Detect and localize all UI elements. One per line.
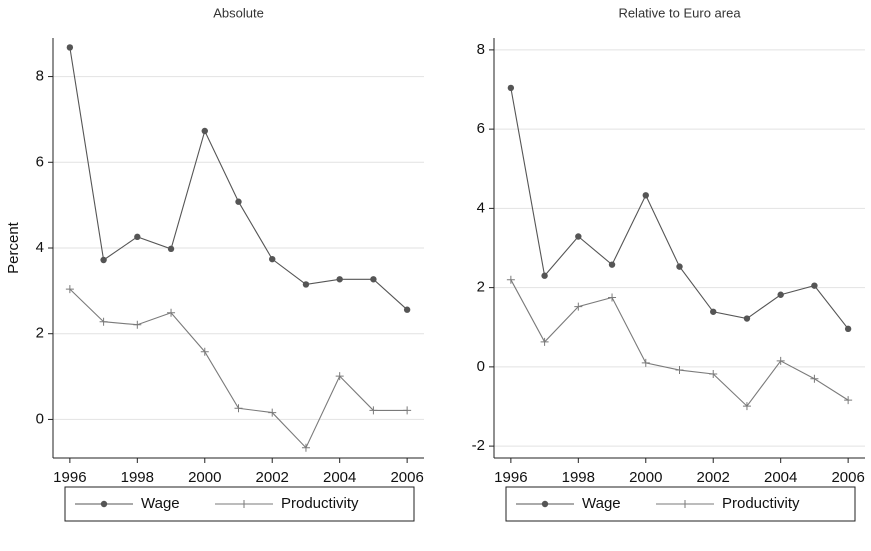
point xyxy=(370,276,377,283)
y-tick-label: 2 xyxy=(477,279,485,296)
point xyxy=(810,374,819,383)
legend-label: Productivity xyxy=(722,495,800,512)
x-tick-label: 2006 xyxy=(831,469,864,486)
legend-label: Productivity xyxy=(281,495,359,512)
point xyxy=(710,308,717,315)
point xyxy=(66,44,74,51)
point xyxy=(403,406,412,415)
point xyxy=(200,347,209,356)
point xyxy=(269,255,276,263)
legend-marker xyxy=(240,500,248,508)
point xyxy=(844,325,852,333)
x-tick-label: 1998 xyxy=(121,469,154,486)
point xyxy=(65,285,74,294)
x-tick-label: 2002 xyxy=(697,469,730,486)
point xyxy=(302,281,310,288)
point xyxy=(167,308,176,317)
legend-marker xyxy=(100,500,108,508)
y-tick-label: 8 xyxy=(477,41,485,58)
y-tick-label: 0 xyxy=(36,410,44,427)
point xyxy=(641,358,650,367)
point xyxy=(100,256,107,264)
x-tick-label: 2000 xyxy=(629,469,662,486)
point xyxy=(506,275,515,284)
point xyxy=(811,282,818,289)
point xyxy=(575,233,582,240)
point xyxy=(99,317,108,326)
point xyxy=(608,261,616,268)
series-line xyxy=(69,288,408,449)
point xyxy=(642,192,649,199)
point xyxy=(507,84,515,92)
y-tick-label: 4 xyxy=(36,239,44,256)
point xyxy=(335,372,344,381)
point xyxy=(742,402,751,411)
point xyxy=(403,306,411,313)
point xyxy=(369,406,378,415)
point xyxy=(134,233,141,241)
point xyxy=(743,315,751,322)
x-tick-label: 1996 xyxy=(494,469,527,486)
point xyxy=(336,276,343,283)
x-tick-label: 2000 xyxy=(188,469,221,486)
point xyxy=(234,404,243,413)
y-tick-label: 2 xyxy=(36,325,44,342)
x-tick-label: 2004 xyxy=(323,469,356,486)
series-line xyxy=(510,279,849,407)
x-tick-label: 2002 xyxy=(256,469,289,486)
x-tick-label: 2006 xyxy=(390,469,423,486)
point xyxy=(235,198,242,205)
chart-title: Relative to Euro area xyxy=(618,5,741,20)
point xyxy=(540,337,549,346)
point xyxy=(709,370,718,378)
point xyxy=(675,366,684,375)
legend-marker xyxy=(541,500,549,508)
point xyxy=(201,127,208,135)
point xyxy=(301,443,310,452)
x-tick-label: 2004 xyxy=(764,469,797,486)
y-tick-label: 6 xyxy=(36,153,44,170)
point xyxy=(167,245,175,253)
x-tick-label: 1998 xyxy=(562,469,595,486)
point xyxy=(268,408,277,417)
point xyxy=(133,320,142,329)
legend-label: Wage xyxy=(141,495,180,512)
y-tick-label: -2 xyxy=(472,437,485,454)
y-tick-label: 4 xyxy=(477,199,485,216)
y-tick-label: 0 xyxy=(477,358,485,375)
point xyxy=(608,293,617,302)
y-tick-label: 8 xyxy=(36,68,44,85)
chart-title: Absolute xyxy=(213,5,264,20)
series-line xyxy=(69,47,408,311)
point xyxy=(676,263,683,270)
point xyxy=(844,396,853,405)
point xyxy=(574,302,583,311)
y-axis-label: Percent xyxy=(5,221,22,274)
point xyxy=(776,356,785,365)
x-tick-label: 1996 xyxy=(53,469,86,486)
y-tick-label: 6 xyxy=(477,120,485,137)
legend-label: Wage xyxy=(582,495,621,512)
point xyxy=(541,272,548,279)
legend-marker xyxy=(681,500,689,508)
point xyxy=(777,291,784,298)
